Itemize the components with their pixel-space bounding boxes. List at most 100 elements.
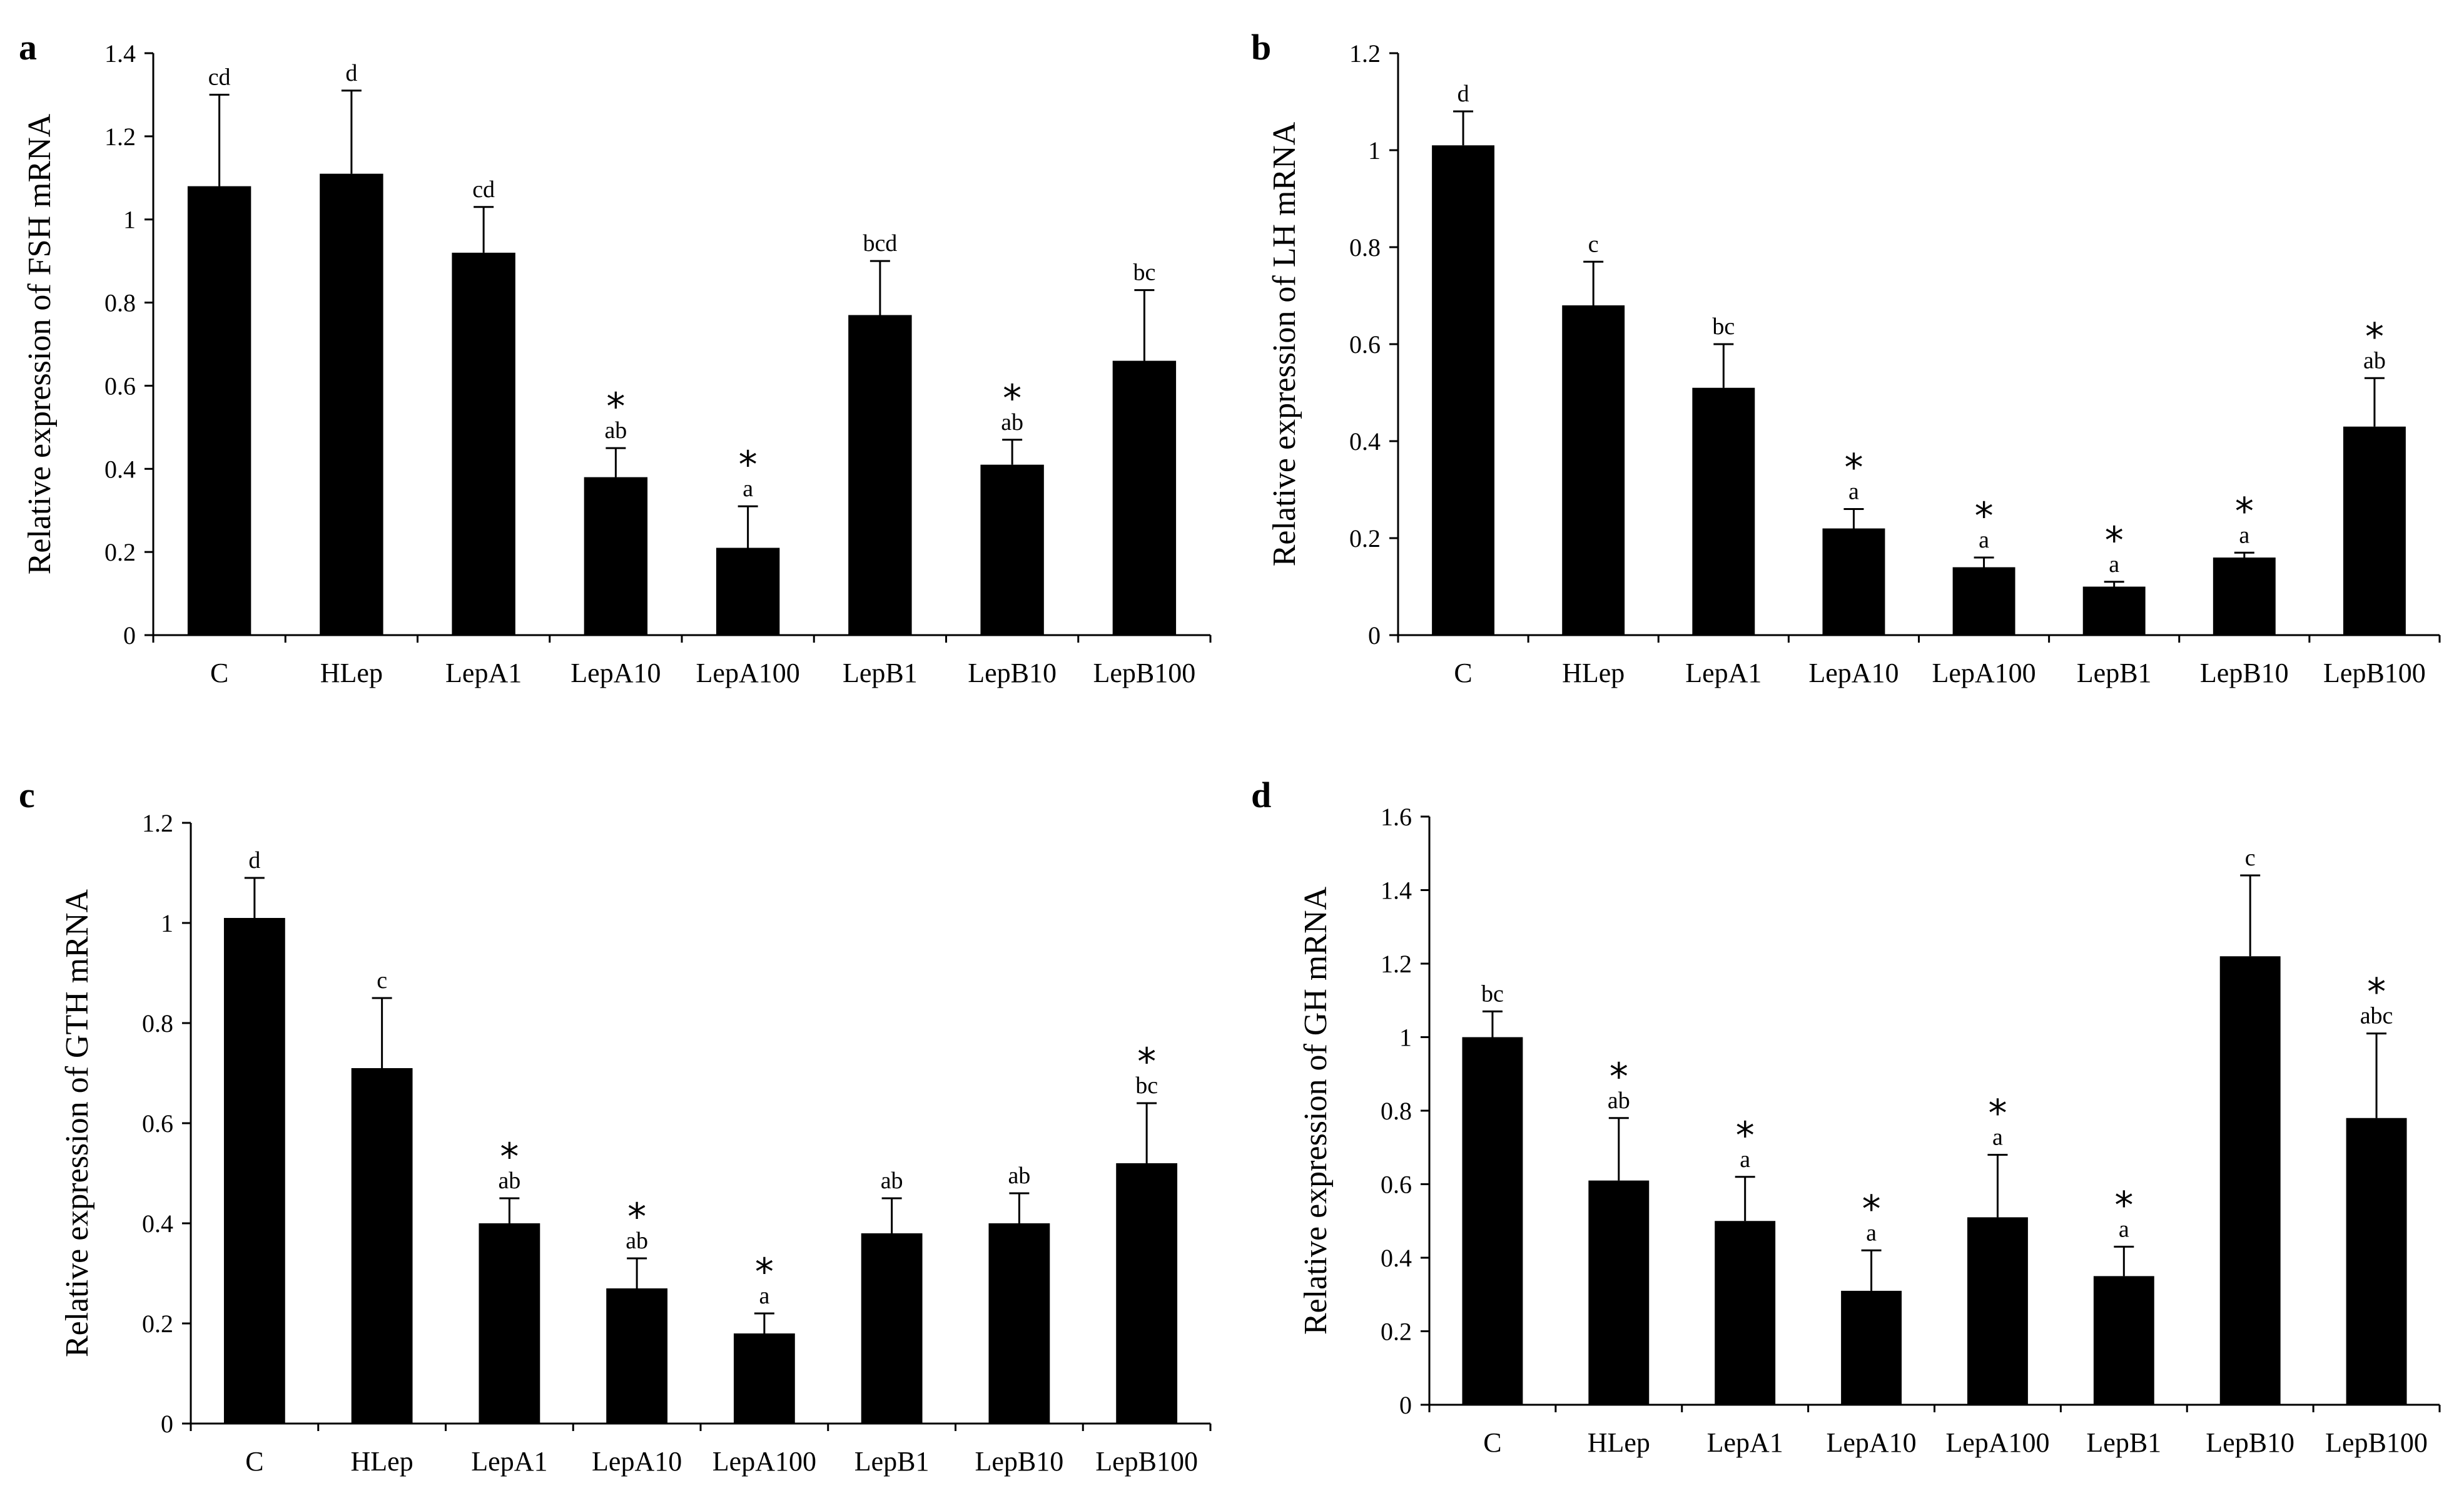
significance-letter: bcd bbox=[863, 230, 897, 257]
significance-letter: a bbox=[1740, 1146, 1750, 1173]
bar bbox=[187, 186, 251, 636]
bar bbox=[848, 315, 912, 635]
x-tick-label: LepA10 bbox=[570, 658, 661, 688]
bar bbox=[980, 464, 1044, 635]
y-tick-label: 1.4 bbox=[1381, 877, 1412, 905]
x-tick-label: C bbox=[1483, 1427, 1501, 1458]
significance-asterisk: * bbox=[627, 1195, 646, 1239]
significance-letter: a bbox=[2119, 1216, 2129, 1242]
bar bbox=[1588, 1180, 1650, 1405]
significance-letter: a bbox=[759, 1283, 769, 1309]
significance-letter: d bbox=[345, 60, 357, 86]
y-tick-label: 0.6 bbox=[142, 1109, 173, 1138]
bar bbox=[988, 1223, 1050, 1424]
significance-asterisk: * bbox=[2367, 971, 2386, 1014]
bar bbox=[733, 1333, 795, 1424]
significance-letter: ab bbox=[1001, 409, 1023, 436]
x-tick-label: LepA1 bbox=[471, 1446, 547, 1477]
bar bbox=[2093, 1276, 2154, 1405]
y-tick-label: 1.2 bbox=[104, 123, 136, 151]
x-tick-label: LepB10 bbox=[975, 1446, 1063, 1477]
significance-asterisk: * bbox=[1975, 494, 1994, 538]
significance-letter: cd bbox=[208, 64, 231, 90]
x-tick-label: LepB1 bbox=[843, 658, 918, 688]
significance-letter: ab bbox=[881, 1168, 903, 1194]
y-axis-label: Relative expression of GTH mRNA bbox=[59, 889, 95, 1358]
x-tick-label: LepA1 bbox=[1707, 1427, 1783, 1458]
bar bbox=[861, 1233, 923, 1424]
x-tick-label: LepB10 bbox=[968, 658, 1057, 688]
bar bbox=[351, 1068, 413, 1424]
significance-asterisk: * bbox=[2114, 1183, 2133, 1227]
x-tick-label: LepA10 bbox=[1826, 1427, 1916, 1458]
y-axis-label: Relative expression of LH mRNA bbox=[1267, 121, 1302, 566]
y-tick-label: 0 bbox=[1368, 621, 1381, 650]
bar bbox=[1116, 1163, 1178, 1424]
significance-letter: d bbox=[1458, 81, 1469, 107]
y-tick-label: 0.2 bbox=[1381, 1318, 1412, 1346]
x-tick-label: LepB100 bbox=[1093, 658, 1195, 688]
significance-asterisk: * bbox=[1137, 1040, 1156, 1084]
y-tick-label: 1 bbox=[161, 909, 173, 937]
significance-asterisk: * bbox=[1844, 446, 1863, 490]
significance-asterisk: * bbox=[2235, 489, 2254, 533]
significance-asterisk: * bbox=[606, 385, 625, 429]
significance-letter: a bbox=[1866, 1220, 1877, 1246]
bar bbox=[1841, 1290, 1902, 1405]
x-tick-label: LepA100 bbox=[712, 1446, 816, 1477]
bar bbox=[2346, 1118, 2407, 1405]
panel-letter: d bbox=[1251, 775, 1271, 815]
y-axis-label: Relative expression of FSH mRNA bbox=[22, 113, 58, 574]
y-tick-label: 0.6 bbox=[1381, 1171, 1412, 1199]
y-tick-label: 1.2 bbox=[1349, 39, 1381, 68]
y-tick-label: 0.4 bbox=[1349, 427, 1381, 456]
x-tick-label: LepA10 bbox=[592, 1446, 682, 1477]
significance-letter: a bbox=[1848, 479, 1859, 505]
bar bbox=[2219, 956, 2281, 1405]
significance-letter: abc bbox=[2360, 1003, 2393, 1029]
y-tick-label: 0 bbox=[161, 1410, 173, 1438]
significance-letter: ab bbox=[626, 1228, 648, 1254]
significance-asterisk: * bbox=[1988, 1092, 2007, 1136]
bar bbox=[1432, 145, 1495, 635]
significance-letter: cd bbox=[472, 176, 495, 203]
x-tick-label: LepA100 bbox=[696, 658, 800, 688]
significance-letter: ab bbox=[1608, 1088, 1630, 1114]
y-tick-label: 1 bbox=[1368, 136, 1381, 165]
significance-letter: bc bbox=[1135, 1073, 1158, 1099]
significance-letter: a bbox=[743, 476, 753, 502]
y-axis-label: Relative expression of GH mRNA bbox=[1298, 886, 1334, 1335]
panel-a: a 0 0.2 0.4 0.6 0.8 1 1.2 1.4 Relative expression… bbox=[19, 27, 1212, 688]
x-tick-label: HLep bbox=[1588, 1427, 1650, 1458]
x-tick-label: C bbox=[245, 1446, 263, 1477]
y-tick-label: 1 bbox=[1399, 1024, 1412, 1052]
significance-letter: d bbox=[248, 847, 260, 874]
y-tick-label: 0.4 bbox=[104, 455, 136, 483]
bar bbox=[1462, 1037, 1523, 1405]
y-tick-label: 0.2 bbox=[1349, 524, 1381, 553]
significance-asterisk: * bbox=[1610, 1055, 1628, 1099]
bar bbox=[1822, 528, 1885, 635]
bar bbox=[1112, 360, 1177, 635]
significance-asterisk: * bbox=[500, 1135, 519, 1179]
bar bbox=[1967, 1217, 2028, 1405]
x-tick-label: LepB10 bbox=[2200, 658, 2289, 688]
panel-d: d 0 0.2 0.4 0.6 0.8 1 1.2 1.4 1.6 Relative express… bbox=[1251, 775, 2441, 1458]
bar bbox=[584, 477, 648, 635]
significance-letter: a bbox=[1979, 527, 1989, 553]
bar bbox=[1692, 387, 1755, 635]
significance-asterisk: * bbox=[755, 1250, 774, 1294]
x-tick-label: LepB100 bbox=[2325, 1427, 2428, 1458]
y-tick-label: 1.6 bbox=[1381, 803, 1412, 831]
x-tick-label: LepB100 bbox=[2323, 658, 2426, 688]
x-tick-label: LepA100 bbox=[1945, 1427, 2049, 1458]
significance-letter: ab bbox=[498, 1168, 520, 1194]
panel-letter: b bbox=[1251, 27, 1271, 68]
significance-letter: ab bbox=[2363, 347, 2386, 374]
significance-asterisk: * bbox=[2365, 315, 2384, 359]
significance-letter: a bbox=[1992, 1124, 2003, 1151]
y-tick-label: 0.4 bbox=[1381, 1244, 1412, 1272]
significance-asterisk: * bbox=[1736, 1114, 1755, 1158]
x-tick-label: LepB1 bbox=[2086, 1427, 2161, 1458]
y-tick-label: 0.8 bbox=[1381, 1097, 1412, 1125]
